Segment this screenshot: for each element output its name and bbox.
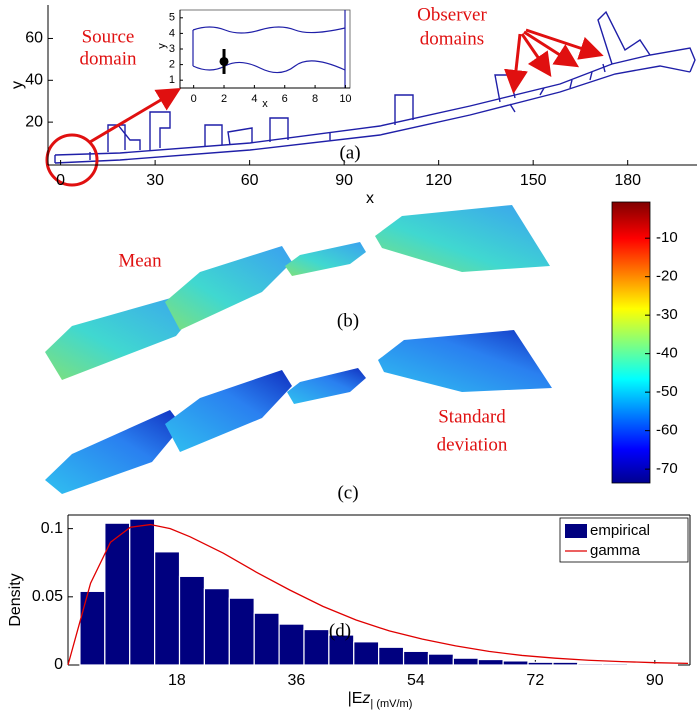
std-surface [45, 330, 552, 494]
bar [79, 590, 106, 666]
x-tick-label: 0 [56, 172, 65, 189]
colorbar [611, 201, 651, 484]
x-tick-label: 72 [526, 672, 544, 689]
colorbar-tick-label: -40 [656, 345, 678, 362]
bar [378, 646, 405, 666]
legend-label: gamma [590, 542, 641, 559]
x-tick-label: 90 [646, 672, 664, 689]
colorbar-tick-label: -70 [656, 460, 678, 477]
x-tick-label: 120 [425, 172, 452, 189]
legend-swatch [565, 524, 587, 538]
annotation: Standard [438, 406, 506, 427]
gamma-curve [67, 523, 689, 666]
colorbar-tick-label: -20 [656, 268, 678, 285]
observer-arrows [504, 28, 604, 94]
point [219, 56, 229, 66]
tunnel-map [54, 10, 696, 164]
y-tick-label: 40 [25, 72, 43, 89]
x-tick-label: 0 [191, 93, 197, 105]
bar [228, 597, 255, 666]
y-tick-label: 20 [25, 113, 43, 130]
panel-label: (b) [337, 310, 359, 331]
y-tick-label: 5 [169, 12, 175, 24]
x-tick-label: 150 [520, 172, 547, 189]
x-tick-label: 180 [614, 172, 641, 189]
x-axis-label-part: |E [348, 690, 363, 707]
bar [402, 650, 430, 666]
annotation: Source [82, 26, 135, 47]
annotation: domain [80, 48, 137, 69]
colorbar-tick-label: -30 [656, 306, 678, 323]
x-tick-label: 4 [251, 93, 257, 105]
annotation: domains [420, 28, 484, 49]
bar [427, 653, 454, 666]
bar [552, 661, 579, 666]
bar [104, 522, 131, 666]
y-tick-label: 0.05 [32, 588, 63, 605]
x-tick-label: 36 [287, 672, 305, 689]
bar [154, 551, 181, 666]
bar [627, 663, 654, 666]
x-axis-label-part: z [361, 690, 370, 707]
y-tick-label: 0 [54, 656, 63, 673]
y-tick-label: 60 [25, 30, 43, 47]
colorbar-tick-label: -50 [656, 383, 678, 400]
bar [129, 518, 156, 666]
x-tick-label: 8 [312, 93, 318, 105]
bar [502, 660, 529, 666]
bar [527, 661, 554, 666]
bar [278, 623, 305, 666]
bar [477, 658, 504, 666]
source-arrow [89, 87, 182, 144]
y-axis-label: Density [7, 573, 24, 626]
inset-tunnel [192, 10, 346, 88]
x-tick-label: 6 [282, 93, 288, 105]
x-axis-label: x [262, 98, 268, 110]
source-circle [45, 133, 99, 187]
y-axis-label: y [156, 43, 168, 49]
annotation: Observer [417, 4, 487, 25]
panel-label: (d) [329, 620, 351, 641]
x-axis-label: |Ez| (mV/m) [348, 690, 413, 710]
bar [203, 588, 230, 666]
y-axis-label: y [9, 81, 26, 89]
panel-label: (c) [337, 482, 358, 503]
bar [651, 663, 678, 666]
y-tick-label: 1 [169, 74, 175, 86]
x-tick-label: 54 [407, 672, 425, 689]
bar [353, 641, 380, 666]
x-tick-label: 18 [168, 672, 186, 689]
panel-label: (a) [339, 142, 360, 163]
mean-surface [45, 205, 550, 380]
y-tick-label: 4 [169, 27, 175, 39]
annotation: deviation [437, 434, 508, 455]
legend-label: empirical [590, 522, 650, 539]
annotation: Mean [118, 250, 162, 271]
inset-frame [179, 9, 351, 89]
colorbar-tick-label: -10 [656, 229, 678, 246]
x-tick-label: 90 [335, 172, 353, 189]
bar [253, 612, 280, 666]
bar [303, 628, 330, 666]
y-tick-label: 2 [169, 59, 175, 71]
x-tick-label: 60 [241, 172, 259, 189]
y-tick-label: 0.1 [41, 520, 63, 537]
x-axis-label: x [366, 190, 374, 207]
colorbar-tick-label: -60 [656, 422, 678, 439]
bar [452, 657, 479, 666]
x-axis-label-part: | (mV/m) [370, 698, 412, 710]
x-tick-label: 10 [339, 93, 351, 105]
y-tick-label: 3 [169, 43, 175, 55]
bar [602, 663, 629, 666]
bar [577, 663, 604, 666]
bar [178, 575, 206, 666]
x-tick-label: 2 [221, 93, 227, 105]
x-tick-label: 30 [146, 172, 164, 189]
